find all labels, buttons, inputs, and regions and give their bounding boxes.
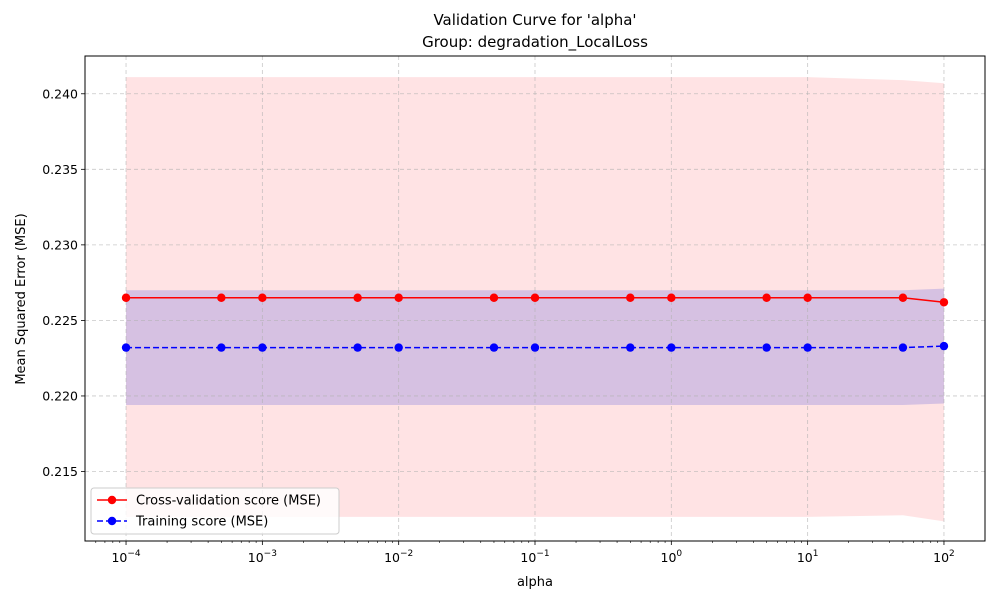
data-point [258, 343, 267, 352]
y-tick-label: 0.220 [42, 388, 78, 403]
data-point [898, 343, 908, 352]
legend-label: Training score (MSE) [135, 515, 268, 530]
data-point [667, 343, 676, 352]
chart-subtitle: Group: degradation_LocalLoss [422, 33, 648, 52]
data-point [803, 293, 812, 302]
data-point [530, 343, 540, 352]
y-tick-label: 0.215 [42, 464, 78, 479]
data-point [626, 293, 635, 302]
plot-area: 10−4 10−3 10−2 10−1 100 101 102 0.215 0.220 0.225… [42, 55, 986, 565]
x-tick-label: 10−1 [520, 549, 549, 565]
data-point [762, 293, 771, 302]
data-point [489, 343, 499, 352]
legend-box [90, 487, 340, 535]
data-point [217, 343, 226, 352]
legend-label: Cross-validation score (MSE) [136, 494, 321, 509]
data-point [394, 343, 403, 352]
x-axis-label: alpha [517, 575, 553, 590]
y-tick-label: 0.235 [42, 162, 78, 177]
x-tick-label: 102 [933, 549, 955, 565]
y-tick-label: 0.225 [42, 313, 78, 328]
data-point [530, 293, 540, 302]
legend-marker [107, 495, 117, 505]
x-tick-label: 101 [797, 549, 819, 565]
data-point [353, 343, 362, 352]
data-point [353, 293, 362, 302]
x-tick-label: 10−2 [384, 549, 413, 565]
legend: Cross-validation score (MSE) Training sco… [90, 487, 340, 535]
y-tick-label: 0.240 [42, 86, 78, 101]
data-point [489, 293, 499, 302]
data-point [394, 293, 403, 302]
legend-marker [107, 516, 117, 526]
y-axis-label: Mean Squared Error (MSE) [14, 213, 29, 384]
data-point [803, 343, 812, 352]
x-tick-label: 10−4 [111, 549, 140, 565]
data-point [939, 298, 949, 307]
data-point [939, 341, 949, 351]
data-point [626, 343, 635, 352]
data-point [121, 293, 131, 302]
data-point [258, 293, 267, 302]
data-point [898, 293, 908, 302]
x-tick-label: 100 [661, 549, 683, 565]
data-point [217, 293, 226, 302]
x-tick-label: 10−3 [248, 549, 277, 565]
chart-title: Validation Curve for 'alpha' [433, 11, 636, 29]
data-point [121, 343, 131, 352]
y-tick-label: 0.230 [42, 237, 78, 252]
data-point [762, 343, 771, 352]
data-point [667, 293, 676, 302]
